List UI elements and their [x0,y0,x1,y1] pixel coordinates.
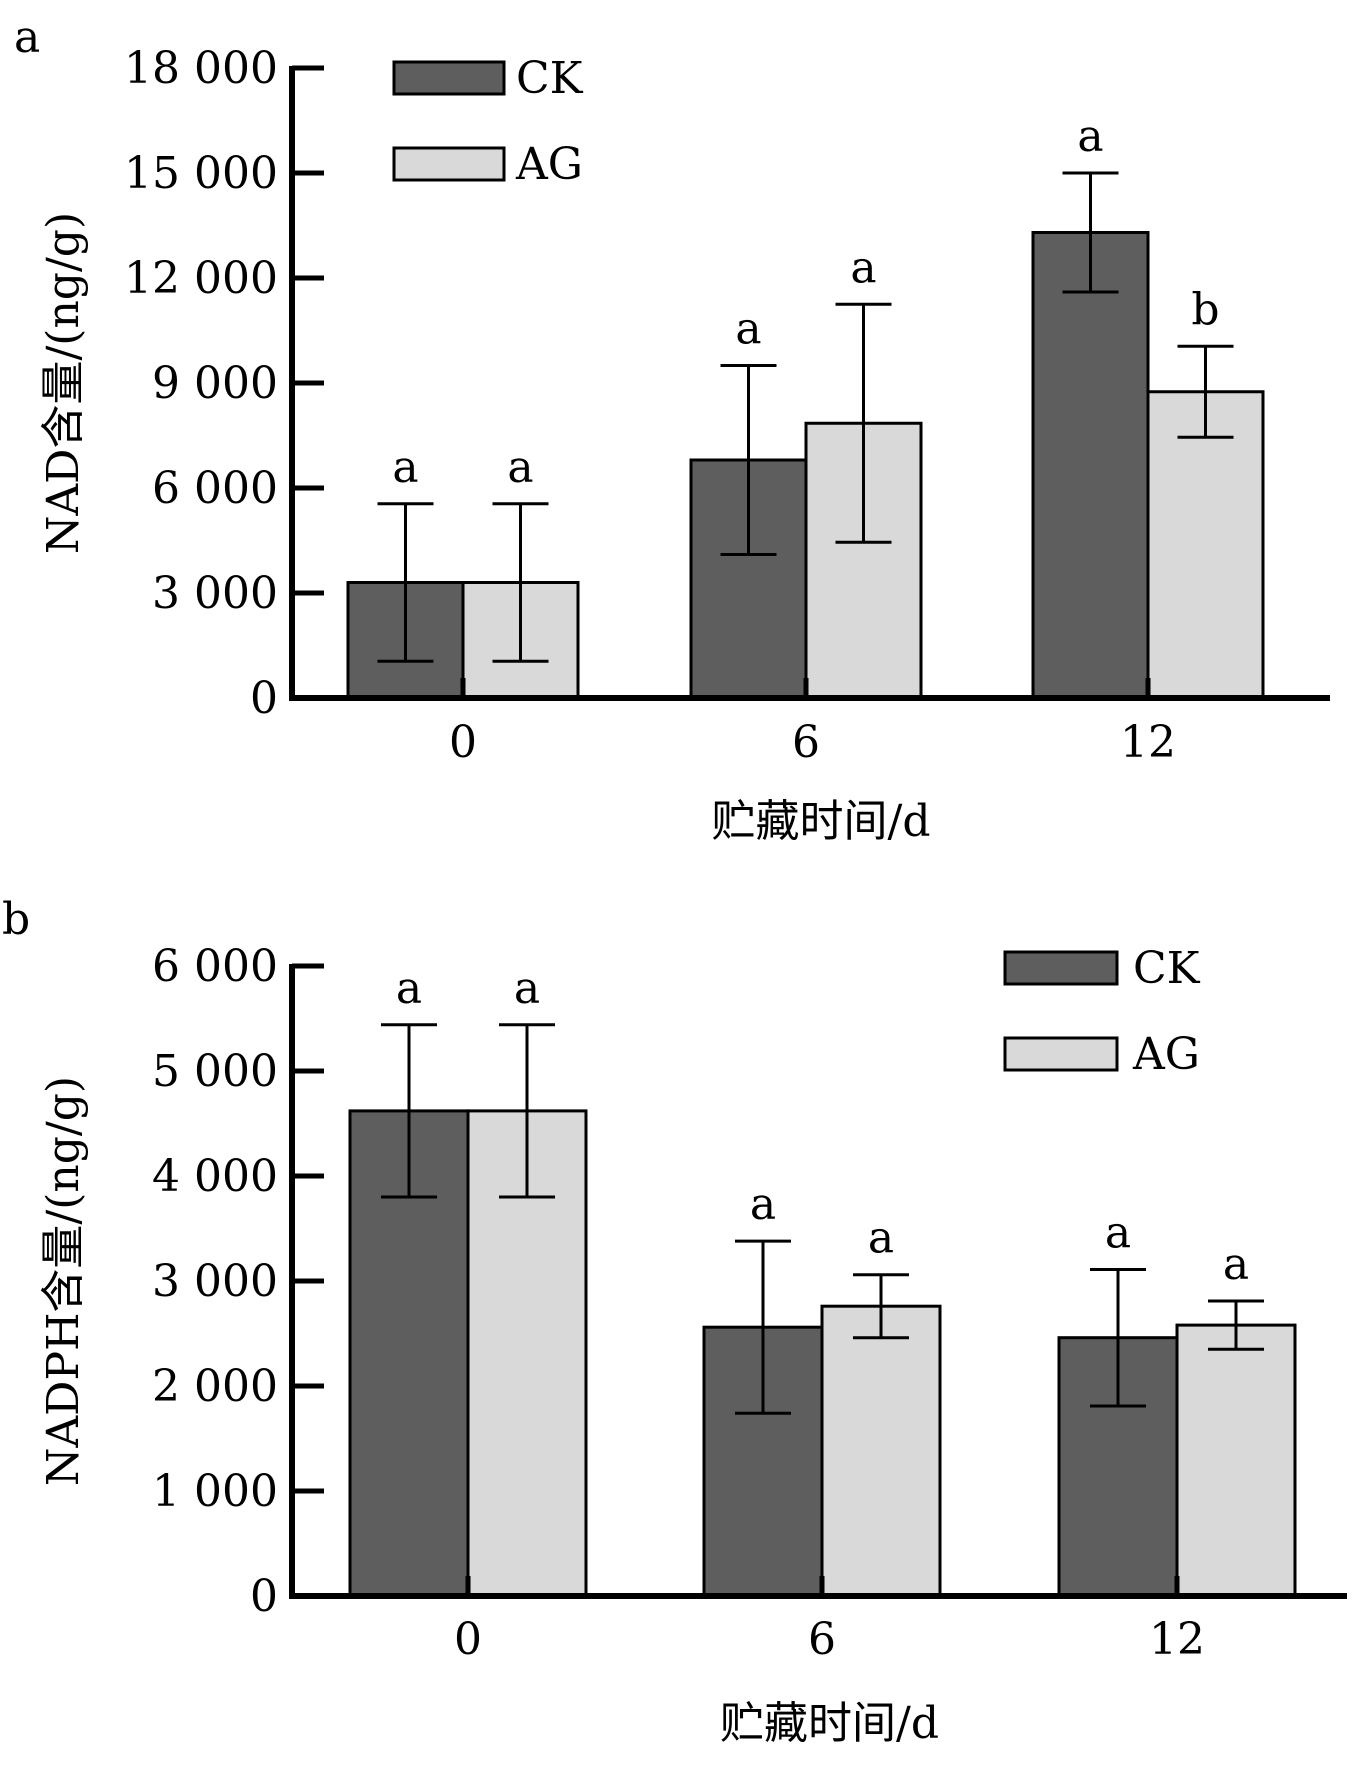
error-bar [1090,1267,1146,1408]
y-tick-label: 3 000 [152,1256,278,1307]
significance-label: a [507,442,533,493]
y-axis-title: NADPH含量/(ng/g) [38,1076,89,1486]
y-tick-label: 3 000 [152,568,278,619]
y-tick-label: 0 [250,673,278,724]
bar [820,1304,942,1598]
x-tick-label: 0 [454,1614,482,1665]
significance-label: a [1077,111,1103,162]
x-axis-title: 贮藏时间/d [720,1698,939,1749]
significance-label: a [735,304,761,355]
y-tick-label: 0 [250,1571,278,1622]
y-tick-label: 4 000 [152,1151,278,1202]
legend-label-ck: CK [1133,943,1201,994]
y-tick-label: 18 000 [124,43,278,94]
legend-label-ag: AG [515,139,583,190]
x-tick-label: 6 [808,1614,836,1665]
significance-label: a [1223,1239,1249,1290]
x-tick-label: 6 [792,717,820,768]
legend-label-ag: AG [1132,1029,1200,1080]
legend-swatch-ck [1003,950,1119,986]
y-tick-label: 12 000 [124,253,278,304]
y-tick-label: 6 000 [152,463,278,514]
x-tick-label: 12 [1120,717,1176,768]
chart-panel-a: a a a a a a b 0 3 000 6 000 9 000 12 000 15 000 18 00… [14,12,1330,847]
y-tick-label: 2 000 [152,1361,278,1412]
significance-label: b [1191,284,1219,335]
significance-label: a [868,1213,894,1264]
error-bar [499,1023,555,1199]
error-bar [835,302,892,544]
error-bar [1177,344,1234,439]
significance-label: a [850,242,876,293]
significance-label: a [392,442,418,493]
significance-label: a [396,963,422,1014]
error-bar [381,1023,437,1199]
significance-label: a [750,1179,776,1230]
bar [1175,1323,1297,1598]
error-bar [377,502,434,663]
legend-label-ck: CK [516,53,584,104]
legend-swatch-ag [392,146,506,182]
significance-label: a [1105,1207,1131,1258]
chart-panel-b: b a a a a a a 0 1 000 2 000 3 000 4 000 5 000 6 000 0 6… [2,894,1347,1749]
y-tick-label: 1 000 [152,1466,278,1517]
legend-swatch-ag [1003,1036,1119,1072]
legend: CK AG [392,53,584,190]
bar [1031,231,1150,700]
x-tick-label: 0 [449,717,477,768]
error-bar [1208,1299,1264,1351]
legend-swatch-ck [392,60,506,96]
error-bar [1062,171,1119,294]
y-tick-label: 15 000 [124,148,278,199]
y-tick-label: 9 000 [152,358,278,409]
x-axis-title: 贮藏时间/d [712,796,931,847]
significance-label: a [514,963,540,1014]
y-tick-label: 5 000 [152,1046,278,1097]
error-bar [853,1273,909,1340]
error-bar [492,502,549,663]
legend: CK AG [1003,943,1201,1080]
y-tick-label: 6 000 [152,941,278,992]
error-bar [735,1239,791,1415]
y-axis-title: NAD含量/(ng/g) [38,212,89,554]
x-tick-label: 12 [1149,1614,1205,1665]
panel-letter: a [14,12,40,63]
panel-letter: b [2,894,30,945]
error-bar [720,364,777,556]
